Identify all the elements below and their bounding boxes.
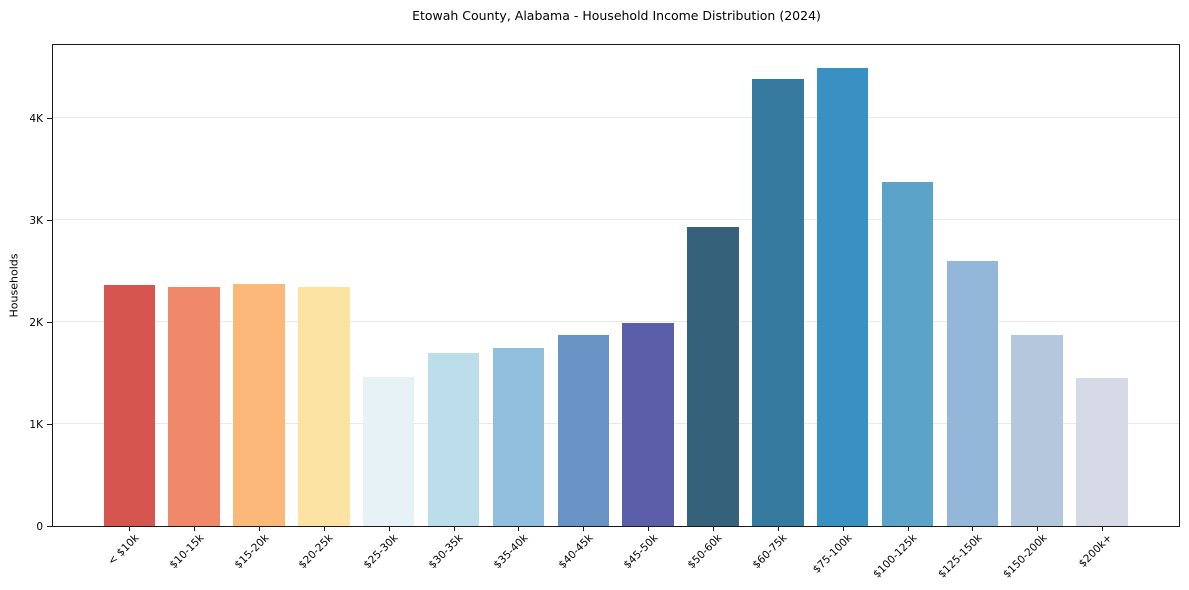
y-tick-mark [47,322,52,324]
bar [557,334,609,526]
gridline-2K [53,321,1179,323]
x-tick-mark [129,527,131,531]
bar [622,323,674,526]
gridline-4K [53,117,1179,119]
x-tick-label: $60-75k [750,532,790,572]
bar [233,283,285,526]
x-tick-mark [583,527,585,531]
bar [362,377,415,526]
x-tick-mark [388,527,390,531]
x-tick-label: $30-35k [426,532,466,572]
x-tick-mark [1037,527,1039,531]
x-tick-mark [323,527,325,531]
y-tick-mark [47,118,52,120]
bar [298,287,350,526]
x-tick-mark [907,527,909,531]
y-tick-label: 1K [29,418,43,431]
x-tick-mark [712,527,714,531]
x-tick-mark [518,527,520,531]
bar [427,353,480,526]
gridline-3K [53,219,1179,221]
x-tick-label: $35-40k [491,532,531,572]
x-tick-mark [842,527,844,531]
plot-area [52,44,1180,527]
x-tick-mark [777,527,779,531]
bar [492,348,545,526]
x-tick-label: $100-125k [870,532,920,581]
x-tick-mark [972,527,974,531]
y-tick-mark [47,220,52,222]
y-tick-label: 2K [29,316,43,329]
y-axis-label: Households [7,253,21,318]
bar [881,181,934,526]
y-tick-label: 0 [36,520,43,533]
chart-title: Etowah County, Alabama - Household Incom… [412,8,821,23]
x-tick-mark [194,527,196,531]
bar [103,284,156,526]
y-tick-label: 4K [29,112,43,125]
bar [687,226,739,526]
x-tick-mark [453,527,455,531]
x-tick-label: < $10k [105,532,142,568]
bar [168,287,220,526]
bar [816,67,869,526]
bar [752,78,804,526]
y-tick-mark [47,424,52,426]
x-tick-mark [259,527,260,531]
bar [1011,335,1063,526]
gridline-1K [53,423,1179,425]
y-tick-label: 3K [29,214,43,227]
bar [1076,377,1128,526]
bar [946,261,999,526]
x-tick-label: $25-30k [361,532,401,572]
x-tick-mark [648,527,650,531]
x-tick-mark [1102,527,1104,531]
y-tick-mark [47,526,52,527]
x-tick-label: $75-100k [810,532,855,576]
